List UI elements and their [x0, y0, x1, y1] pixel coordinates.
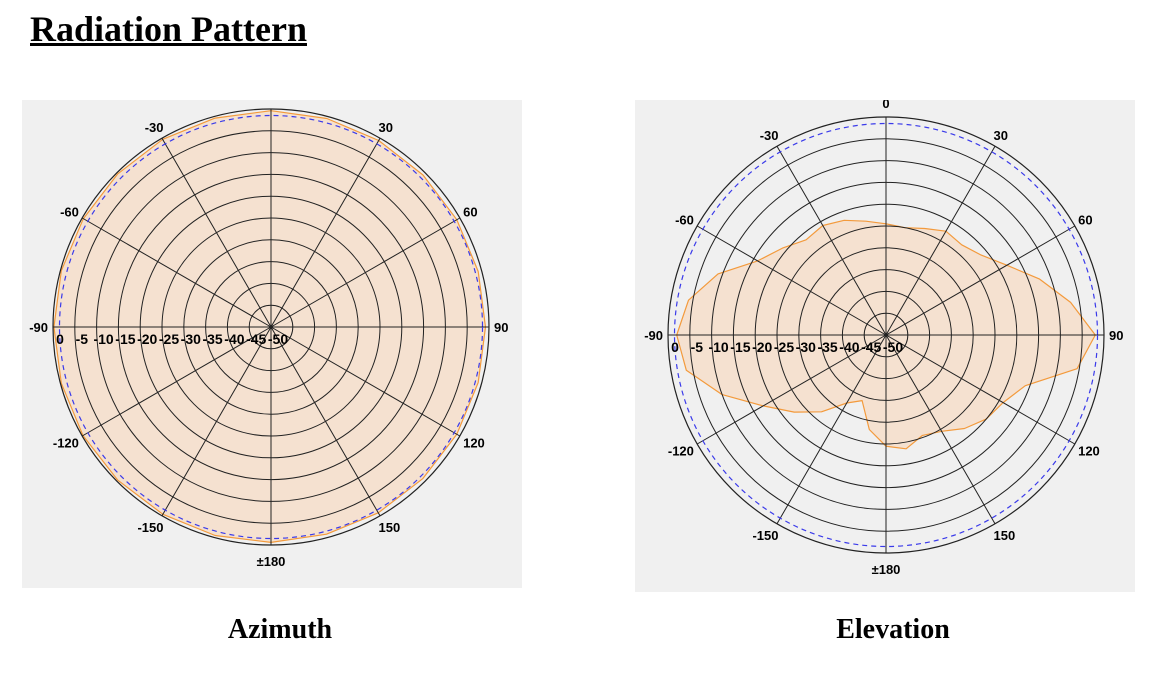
- azimuth-radial-label: -25: [159, 331, 179, 347]
- page-title: Radiation Pattern: [30, 9, 307, 49]
- azimuth-angle-label: 60: [463, 205, 477, 220]
- azimuth-angle-label: -30: [145, 120, 164, 135]
- azimuth-radial-label: -50: [268, 331, 288, 347]
- elevation-radial-label: -45: [861, 339, 881, 355]
- elevation-angle-label: -150: [752, 528, 778, 543]
- elevation-angle-label: -120: [668, 444, 694, 459]
- elevation-grid-spoke: [776, 145, 887, 336]
- azimuth-reference-ring: [58, 114, 484, 540]
- azimuth-radial-label: -20: [137, 331, 157, 347]
- azimuth-grid-spoke: [161, 326, 272, 517]
- azimuth-radial-label: -35: [202, 331, 222, 347]
- azimuth-angle-label: 0: [267, 100, 274, 103]
- azimuth-grid-spoke: [270, 137, 381, 328]
- azimuth-grid-spoke: [270, 326, 381, 517]
- azimuth-radial-label: -45: [246, 331, 266, 347]
- elevation-angle-label: -60: [675, 213, 694, 228]
- azimuth-angle-label: ±180: [257, 554, 286, 569]
- elevation-radial-label: -40: [839, 339, 859, 355]
- azimuth-grid-spoke: [81, 217, 272, 328]
- elevation-grid-spoke: [696, 334, 887, 445]
- elevation-grid-spoke: [885, 225, 1076, 336]
- elevation-grid-spoke: [885, 334, 1076, 445]
- azimuth-radial-label: -5: [76, 331, 89, 347]
- elevation-angle-label: 120: [1078, 444, 1100, 459]
- elevation-angle-label: 90: [1109, 328, 1123, 343]
- elevation-radial-label: -10: [708, 339, 728, 355]
- elevation-radial-label: -30: [796, 339, 816, 355]
- elevation-radial-label: 0: [671, 339, 679, 355]
- azimuth-grid-spoke: [81, 326, 272, 437]
- elevation-angle-label: 0: [882, 100, 889, 111]
- azimuth-grid-spoke: [270, 217, 461, 328]
- azimuth-radial-label: -30: [181, 331, 201, 347]
- elevation-radial-label: -50: [883, 339, 903, 355]
- elevation-radial-label: -15: [730, 339, 750, 355]
- azimuth-angle-label: 90: [494, 320, 508, 335]
- azimuth-radial-label: -40: [224, 331, 244, 347]
- elevation-radial-label: -20: [752, 339, 772, 355]
- elevation-radial-label: -5: [691, 339, 704, 355]
- azimuth-grid-spoke: [270, 326, 461, 437]
- azimuth-angle-label: 120: [463, 436, 485, 451]
- elevation-reference-ring: [673, 122, 1099, 548]
- azimuth-angle-label: 30: [379, 120, 393, 135]
- azimuth-angle-label: -120: [53, 436, 79, 451]
- azimuth-caption: Azimuth: [227, 614, 333, 645]
- azimuth-angle-label: 150: [379, 520, 401, 535]
- elevation-grid-spoke: [776, 334, 887, 525]
- elevation-grid-spoke: [696, 225, 887, 336]
- azimuth-angle-label: -150: [137, 520, 163, 535]
- azimuth-chart-panel: 0 30 60 90 120 150 ±180 -150 -120 -90 -60 -30 0 -5-10…: [22, 100, 522, 588]
- elevation-polar-chart: 0 30 60 90 120 150 ±180 -150 -120 -90 -60 -30 0 -5 -10…: [644, 100, 1123, 577]
- azimuth-angle-label: -60: [60, 205, 79, 220]
- elevation-angle-label: 150: [994, 528, 1016, 543]
- azimuth-radial-label: -10: [93, 331, 113, 347]
- elevation-angle-label: ±180: [872, 562, 901, 577]
- elevation-radial-label: -25: [774, 339, 794, 355]
- azimuth-polar-chart: 0 30 60 90 120 150 ±180 -150 -120 -90 -60 -30 0 -5-10…: [29, 100, 508, 569]
- azimuth-grid-spoke: [161, 137, 272, 328]
- elevation-chart-panel: 0 30 60 90 120 150 ±180 -150 -120 -90 -60 -30 0 -5 -10…: [635, 100, 1135, 592]
- elevation-angle-label: 60: [1078, 213, 1092, 228]
- elevation-angle-label: -90: [644, 328, 663, 343]
- azimuth-radial-label: 0: [56, 331, 64, 347]
- elevation-angle-label: -30: [760, 128, 779, 143]
- elevation-grid-spoke: [885, 145, 996, 336]
- elevation-grid-spoke: [885, 334, 996, 525]
- elevation-caption: Elevation: [836, 614, 950, 645]
- azimuth-angle-label: -90: [29, 320, 48, 335]
- azimuth-radial-label: -15: [115, 331, 135, 347]
- elevation-radial-label: -35: [817, 339, 837, 355]
- elevation-angle-label: 30: [994, 128, 1008, 143]
